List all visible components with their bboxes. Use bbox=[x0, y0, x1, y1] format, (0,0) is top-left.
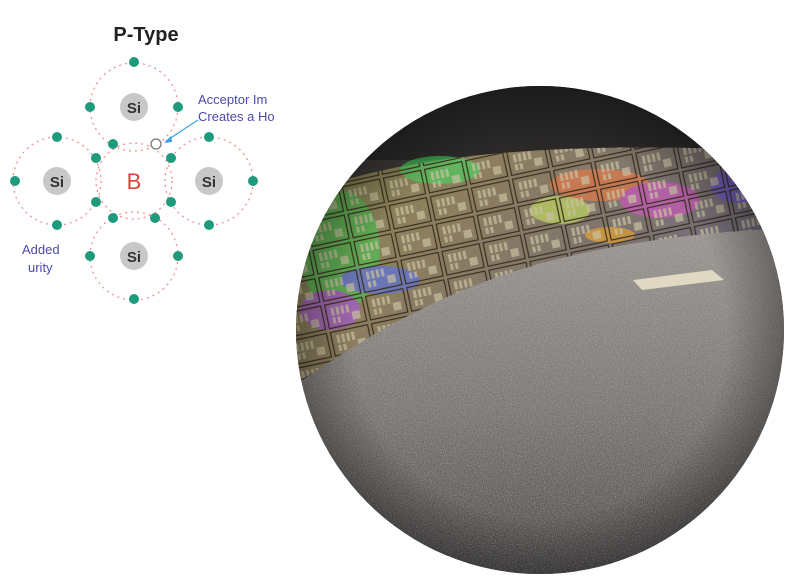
arrow-icon bbox=[165, 119, 199, 142]
electron-icon bbox=[248, 176, 258, 186]
electron-icon bbox=[173, 251, 183, 261]
annotation-added-line1: Added bbox=[22, 242, 60, 257]
orbit-center bbox=[95, 142, 173, 220]
electron-icon bbox=[91, 197, 101, 207]
electrons bbox=[10, 57, 258, 304]
atom-center-label: B bbox=[127, 169, 142, 194]
atom-bottom-icon bbox=[120, 242, 148, 270]
electron-icon bbox=[204, 132, 214, 142]
electron-icon bbox=[91, 153, 101, 163]
electron-icon bbox=[129, 294, 139, 304]
hole-icon bbox=[150, 138, 162, 150]
electron-icon bbox=[52, 220, 62, 230]
electron-icon bbox=[166, 153, 176, 163]
annotation-acceptor-line1: Acceptor Im bbox=[198, 92, 267, 107]
annotation-added-line2: urity bbox=[28, 260, 53, 275]
electron-icon bbox=[108, 139, 118, 149]
atom-bottom-label: Si bbox=[127, 249, 141, 266]
electron-icon bbox=[150, 213, 160, 223]
atom-left-icon bbox=[43, 167, 71, 195]
atom-left-label: Si bbox=[50, 174, 64, 191]
atoms: Si Si Si Si B bbox=[43, 93, 223, 270]
electron-icon bbox=[173, 102, 183, 112]
electron-icon bbox=[10, 176, 20, 186]
electron-icon bbox=[85, 251, 95, 261]
electron-icon bbox=[52, 132, 62, 142]
electron-icon bbox=[166, 197, 176, 207]
atom-right-icon bbox=[195, 167, 223, 195]
atom-top-icon bbox=[120, 93, 148, 121]
annotation-acceptor-line2: Creates a Ho bbox=[198, 109, 275, 124]
electron-icon bbox=[108, 213, 118, 223]
electron-icon bbox=[129, 57, 139, 67]
arrow-head-icon bbox=[164, 136, 172, 143]
electron-icon bbox=[204, 220, 214, 230]
diagram-title: P-Type bbox=[113, 24, 178, 46]
electron-icon bbox=[85, 102, 95, 112]
atom-top-label: Si bbox=[127, 100, 141, 117]
atom-right-label: Si bbox=[202, 174, 216, 191]
p-type-lattice-diagram: P-Type Si Si Si Si B Acceptor Im Creates a H… bbox=[10, 24, 275, 304]
